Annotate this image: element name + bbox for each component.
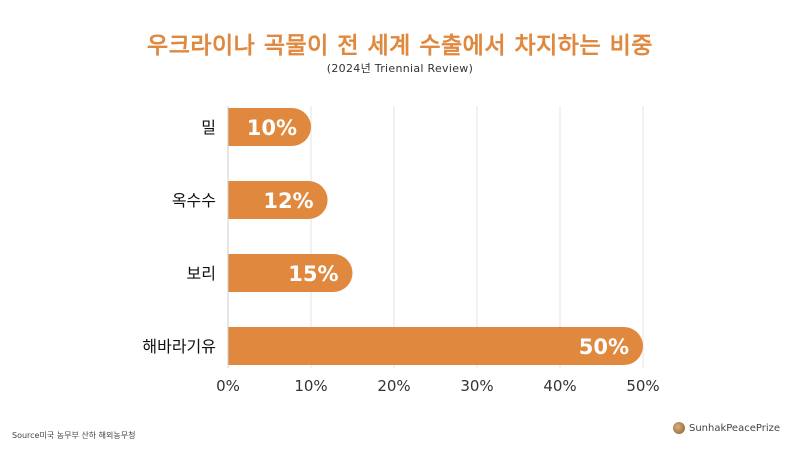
- x-tick-label: 10%: [294, 377, 327, 395]
- bar-value-label: 50%: [579, 335, 629, 359]
- bar-4: [228, 327, 643, 365]
- source-note: Source미국 농무부 산하 해외농무청: [12, 431, 136, 440]
- brand: SunhakPeacePrize: [672, 422, 780, 434]
- chart-title: 우크라이나 곡물이 전 세계 수출에서 차지하는 비중: [147, 33, 653, 59]
- category-label: 옥수수: [172, 191, 216, 210]
- x-tick-label: 20%: [377, 377, 410, 395]
- bar-2: [228, 181, 328, 219]
- bar-value-label: 10%: [247, 116, 297, 140]
- x-tick-label: 30%: [460, 377, 493, 395]
- bar-3: [228, 254, 353, 292]
- category-label: 해바라기유: [142, 337, 216, 356]
- bar-value-label: 12%: [263, 189, 313, 213]
- category-label: 보리: [187, 264, 216, 283]
- x-tick-label: 40%: [543, 377, 576, 395]
- brand-name: SunhakPeacePrize: [688, 422, 780, 434]
- bar-value-label: 15%: [288, 262, 338, 286]
- chart-subtitle: (2024년 Triennial Review): [326, 62, 474, 75]
- x-tick-label: 50%: [626, 377, 659, 395]
- category-label: 밀: [201, 118, 216, 137]
- bar-1: [228, 108, 311, 146]
- x-tick-label: 0%: [216, 377, 240, 395]
- brand-logo-icon: [672, 422, 685, 434]
